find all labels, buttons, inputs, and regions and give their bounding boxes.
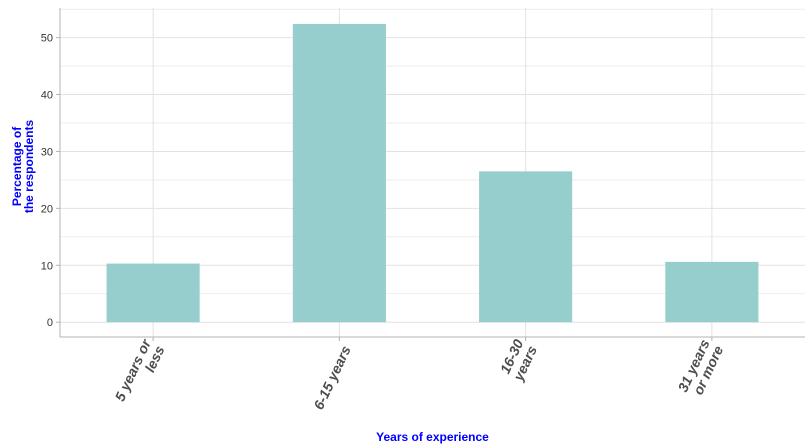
bar — [479, 171, 573, 323]
y-tick-label: 30 — [41, 146, 53, 158]
x-axis-title: Years of experience — [376, 430, 489, 444]
y-tick-label: 50 — [41, 33, 53, 45]
bar — [665, 261, 759, 323]
y-tick-label: 40 — [41, 90, 53, 102]
y-tick-label: 20 — [41, 203, 53, 215]
y-axis-title: Percentage ofthe respondents — [10, 120, 36, 214]
y-tick-label: 0 — [47, 317, 53, 329]
y-axis-title-line: the respondents — [22, 120, 36, 214]
y-axis-title-line: Percentage of — [10, 126, 24, 206]
bars — [106, 23, 759, 323]
y-tick-label: 10 — [41, 260, 53, 272]
bar — [106, 263, 200, 323]
bar — [292, 23, 386, 323]
plot-frame — [56, 8, 805, 341]
y-tick-labels: 0 10 20 30 40 50 — [41, 33, 53, 330]
x-tick-label: 6-15 years — [310, 343, 354, 412]
x-tick-label-line: 6-15 years — [310, 343, 354, 412]
